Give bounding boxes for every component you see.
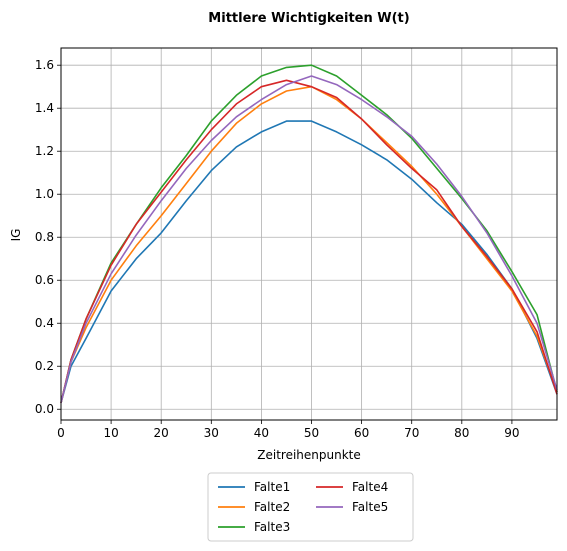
x-tick-label: 30 — [204, 426, 219, 440]
x-tick-label: 90 — [504, 426, 519, 440]
series-lines — [60, 64, 558, 404]
y-tick-label: 1.6 — [35, 58, 54, 72]
legend-label-falte2: Falte2 — [254, 500, 290, 514]
x-tick-label: 70 — [404, 426, 419, 440]
x-tick-label: 50 — [304, 426, 319, 440]
x-tick-label: 10 — [103, 426, 118, 440]
grid — [60, 48, 557, 420]
y-tick-label: 0.0 — [35, 402, 54, 416]
series-line-falte1 — [60, 120, 558, 404]
legend-box — [207, 472, 414, 542]
plot-frame — [60, 47, 558, 421]
y-tick-label: 1.0 — [35, 187, 54, 201]
series-line-falte3 — [60, 64, 558, 403]
y-tick-label: 0.2 — [35, 359, 54, 373]
x-tick-label: 40 — [254, 426, 269, 440]
series-line-falte4 — [60, 79, 558, 403]
y-tick-label: 0.4 — [35, 316, 54, 330]
chart-title: Mittlere Wichtigkeiten W(t) — [208, 11, 409, 26]
legend-label-falte5: Falte5 — [352, 500, 388, 514]
y-tick-label: 0.6 — [35, 273, 54, 287]
legend-label-falte1: Falte1 — [254, 480, 290, 494]
legend-label-falte4: Falte4 — [352, 480, 388, 494]
x-axis-label: Zeitreihenpunkte — [257, 448, 361, 462]
y-tick-label: 1.4 — [35, 101, 54, 115]
y-tick-label: 1.2 — [35, 144, 54, 158]
x-tick-label: 20 — [154, 426, 169, 440]
axis-ticks: 0 10 20 30 40 50 60 70 80 90 0.0 0.2 0.4 0.6 0.8 1.0 1.2… — [35, 58, 520, 440]
legend-label-falte3: Falte3 — [254, 520, 290, 534]
legend: Falte1 Falte2 Falte3 Falte4 Falte5 — [207, 472, 414, 542]
x-tick-label: 0 — [57, 426, 65, 440]
series-line-falte5 — [60, 75, 558, 403]
x-tick-label: 80 — [454, 426, 469, 440]
y-tick-label: 0.8 — [35, 230, 54, 244]
series-line-falte2 — [60, 85, 558, 403]
x-tick-label: 60 — [354, 426, 369, 440]
y-axis-label: IG — [9, 229, 23, 242]
